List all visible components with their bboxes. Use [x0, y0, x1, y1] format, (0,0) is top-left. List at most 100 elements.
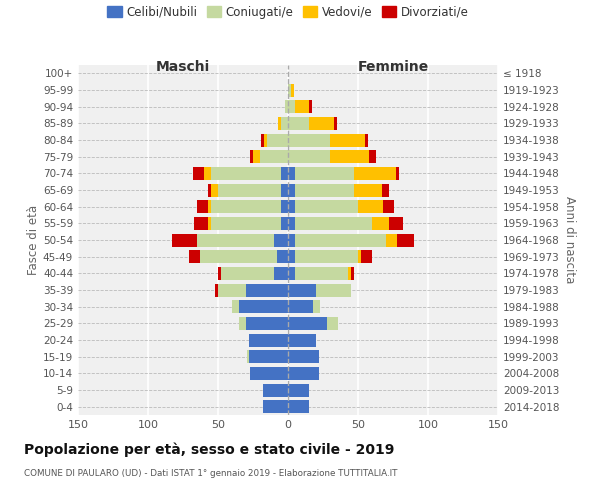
Bar — [288, 134, 330, 146]
Bar — [281, 117, 288, 130]
Bar — [218, 284, 246, 296]
Bar — [188, 250, 200, 263]
Bar — [288, 84, 291, 96]
Bar — [288, 350, 319, 363]
Bar — [309, 100, 312, 113]
Bar — [249, 350, 288, 363]
Y-axis label: Fasce di età: Fasce di età — [27, 205, 40, 275]
Bar — [264, 134, 267, 146]
Bar — [288, 117, 309, 130]
Bar — [365, 134, 368, 146]
Bar — [309, 117, 334, 130]
Bar — [382, 184, 389, 196]
Bar — [330, 150, 369, 163]
Bar — [218, 267, 221, 280]
Bar — [249, 334, 288, 346]
Bar — [396, 167, 398, 180]
Bar — [208, 184, 211, 196]
Bar — [278, 117, 281, 130]
Bar — [334, 117, 337, 130]
Bar — [295, 267, 348, 280]
Bar — [193, 167, 204, 180]
Bar — [288, 267, 295, 280]
Bar — [386, 234, 397, 246]
Bar — [253, 150, 260, 163]
Text: Popolazione per età, sesso e stato civile - 2019: Popolazione per età, sesso e stato civil… — [24, 442, 394, 457]
Bar — [239, 317, 246, 330]
Bar — [288, 400, 309, 413]
Bar — [295, 250, 358, 263]
Bar — [281, 200, 288, 213]
Bar — [295, 167, 354, 180]
Bar — [295, 217, 372, 230]
Bar — [239, 300, 288, 313]
Bar — [383, 200, 394, 213]
Bar — [330, 134, 365, 146]
Bar — [288, 167, 295, 180]
Bar — [288, 100, 295, 113]
Bar — [274, 267, 288, 280]
Bar — [327, 317, 338, 330]
Bar — [211, 184, 218, 196]
Bar — [288, 284, 316, 296]
Bar — [277, 250, 288, 263]
Text: COMUNE DI PAULARO (UD) - Dati ISTAT 1° gennaio 2019 - Elaborazione TUTTITALIA.IT: COMUNE DI PAULARO (UD) - Dati ISTAT 1° g… — [24, 469, 398, 478]
Bar — [288, 200, 295, 213]
Bar — [246, 284, 288, 296]
Bar — [194, 217, 208, 230]
Bar — [288, 184, 295, 196]
Bar — [351, 267, 354, 280]
Bar — [354, 184, 382, 196]
Bar — [197, 200, 208, 213]
Bar — [197, 234, 274, 246]
Text: Maschi: Maschi — [156, 60, 210, 74]
Bar — [288, 250, 295, 263]
Bar — [288, 384, 309, 396]
Bar — [288, 300, 313, 313]
Bar — [281, 167, 288, 180]
Bar — [274, 234, 288, 246]
Bar — [215, 284, 218, 296]
Bar — [369, 150, 376, 163]
Bar — [288, 150, 330, 163]
Bar — [246, 317, 288, 330]
Bar — [211, 200, 281, 213]
Bar — [263, 384, 288, 396]
Bar — [288, 334, 316, 346]
Bar — [263, 400, 288, 413]
Bar — [389, 217, 403, 230]
Bar — [232, 300, 239, 313]
Bar — [221, 267, 274, 280]
Bar — [172, 234, 197, 246]
Bar — [288, 217, 295, 230]
Bar — [295, 234, 386, 246]
Bar — [200, 250, 277, 263]
Bar — [250, 150, 253, 163]
Bar — [397, 234, 414, 246]
Bar — [204, 167, 211, 180]
Y-axis label: Anni di nascita: Anni di nascita — [563, 196, 576, 284]
Bar — [295, 184, 354, 196]
Bar — [285, 100, 288, 113]
Bar — [361, 250, 372, 263]
Bar — [281, 217, 288, 230]
Bar — [354, 167, 396, 180]
Bar — [281, 184, 288, 196]
Bar — [218, 184, 281, 196]
Bar — [295, 200, 358, 213]
Bar — [358, 200, 383, 213]
Bar — [267, 134, 288, 146]
Bar — [316, 284, 351, 296]
Bar — [260, 150, 288, 163]
Bar — [288, 317, 327, 330]
Bar — [313, 300, 320, 313]
Bar — [372, 217, 389, 230]
Bar — [211, 167, 281, 180]
Bar — [295, 100, 309, 113]
Bar — [208, 200, 211, 213]
Bar — [358, 250, 361, 263]
Bar — [208, 217, 211, 230]
Bar — [250, 367, 288, 380]
Bar — [291, 84, 293, 96]
Bar — [211, 217, 281, 230]
